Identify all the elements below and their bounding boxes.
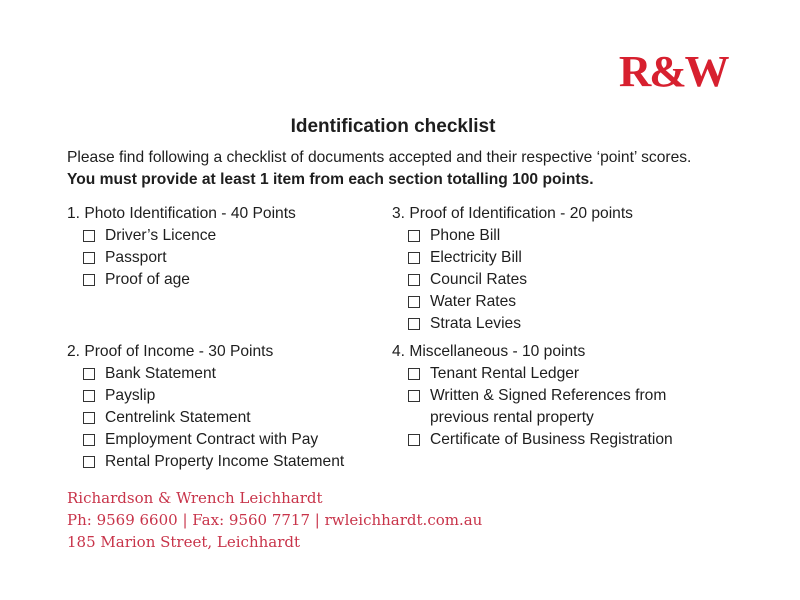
- checklist-item-label: Rental Property Income Statement: [105, 453, 345, 470]
- section-proof-of-identification: 3. Proof of Identification - 20 points Ph…: [392, 203, 633, 335]
- checkbox-icon: [408, 274, 420, 286]
- intro-requirement: You must provide at least 1 item from ea…: [67, 171, 594, 188]
- checklist-item-label: Payslip: [105, 387, 156, 404]
- checklist-item: Rental Property Income Statement: [67, 451, 344, 473]
- checklist-item: Proof of age: [67, 269, 296, 291]
- checklist-item: Payslip: [67, 385, 344, 407]
- checklist-item-label: Bank Statement: [105, 365, 216, 382]
- checklist-item-label: Tenant Rental Ledger: [430, 365, 580, 382]
- checkbox-icon: [83, 412, 95, 424]
- rw-logo: R&W: [618, 47, 730, 96]
- section-heading: 3. Proof of Identification - 20 points: [392, 205, 633, 222]
- checkbox-icon: [408, 296, 420, 308]
- section-miscellaneous: 4. Miscellaneous - 10 points Tenant Renta…: [392, 341, 700, 451]
- checkbox-icon: [408, 252, 420, 264]
- agency-name: Richardson & Wrench Leichhardt: [67, 489, 323, 507]
- intro-text: Please find following a checklist of doc…: [67, 149, 692, 166]
- checklist-item: Employment Contract with Pay: [67, 429, 344, 451]
- checklist-item: Centrelink Statement: [67, 407, 344, 429]
- checklist-item-label: Employment Contract with Pay: [105, 431, 319, 448]
- checklist-item-label: Water Rates: [430, 293, 517, 310]
- checklist-item: Phone Bill: [392, 225, 633, 247]
- checklist-item: Passport: [67, 247, 296, 269]
- checklist-item-label: Driver’s Licence: [105, 227, 217, 244]
- checklist-item-label: Centrelink Statement: [105, 409, 251, 426]
- checkbox-icon: [408, 318, 420, 330]
- checkbox-icon: [408, 368, 420, 380]
- section-heading: 1. Photo Identification - 40 Points: [67, 205, 296, 222]
- section-proof-of-income: 2. Proof of Income - 30 Points Bank State…: [67, 341, 344, 473]
- checklist-item: Tenant Rental Ledger: [392, 363, 700, 385]
- checklist-item-label: Proof of age: [105, 271, 190, 288]
- checklist-item: Water Rates: [392, 291, 633, 313]
- checklist-item-label: Written & Signed References from previou…: [430, 387, 667, 426]
- checkbox-icon: [83, 390, 95, 402]
- checklist-item-label: Passport: [105, 249, 167, 266]
- checklist-item-label: Certificate of Business Registration: [430, 431, 673, 448]
- checkbox-icon: [83, 368, 95, 380]
- contact-details: Ph: 9569 6600 | Fax: 9560 7717 | rwleich…: [67, 511, 483, 529]
- checklist-item: Driver’s Licence: [67, 225, 296, 247]
- page-title: Identification checklist: [290, 116, 496, 137]
- footer-contact: Richardson & Wrench Leichhardt Ph: 9569 …: [67, 487, 482, 553]
- section-photo-id: 1. Photo Identification - 40 Points Drive…: [67, 203, 296, 291]
- checklist-item-label: Electricity Bill: [430, 249, 522, 266]
- checklist-item-label: Strata Levies: [430, 315, 522, 332]
- checkbox-icon: [83, 252, 95, 264]
- checklist-item: Electricity Bill: [392, 247, 633, 269]
- intro: Please find following a checklist of doc…: [67, 147, 691, 191]
- checkbox-icon: [83, 230, 95, 242]
- section-heading: 2. Proof of Income - 30 Points: [67, 343, 274, 360]
- checklist-item-label: Council Rates: [430, 271, 528, 288]
- address: 185 Marion Street, Leichhardt: [67, 533, 301, 551]
- checklist-item: Bank Statement: [67, 363, 344, 385]
- section-heading: 4. Miscellaneous - 10 points: [392, 343, 586, 360]
- checklist-item: Council Rates: [392, 269, 633, 291]
- checkbox-icon: [83, 274, 95, 286]
- checkbox-icon: [408, 434, 420, 446]
- checklist-item: Written & Signed References from previou…: [392, 385, 700, 429]
- checkbox-icon: [408, 230, 420, 242]
- checkbox-icon: [408, 390, 420, 402]
- checkbox-icon: [83, 456, 95, 468]
- checklist-item: Strata Levies: [392, 313, 633, 335]
- checklist-item-label: Phone Bill: [430, 227, 501, 244]
- checklist-item: Certificate of Business Registration: [392, 429, 700, 451]
- checkbox-icon: [83, 434, 95, 446]
